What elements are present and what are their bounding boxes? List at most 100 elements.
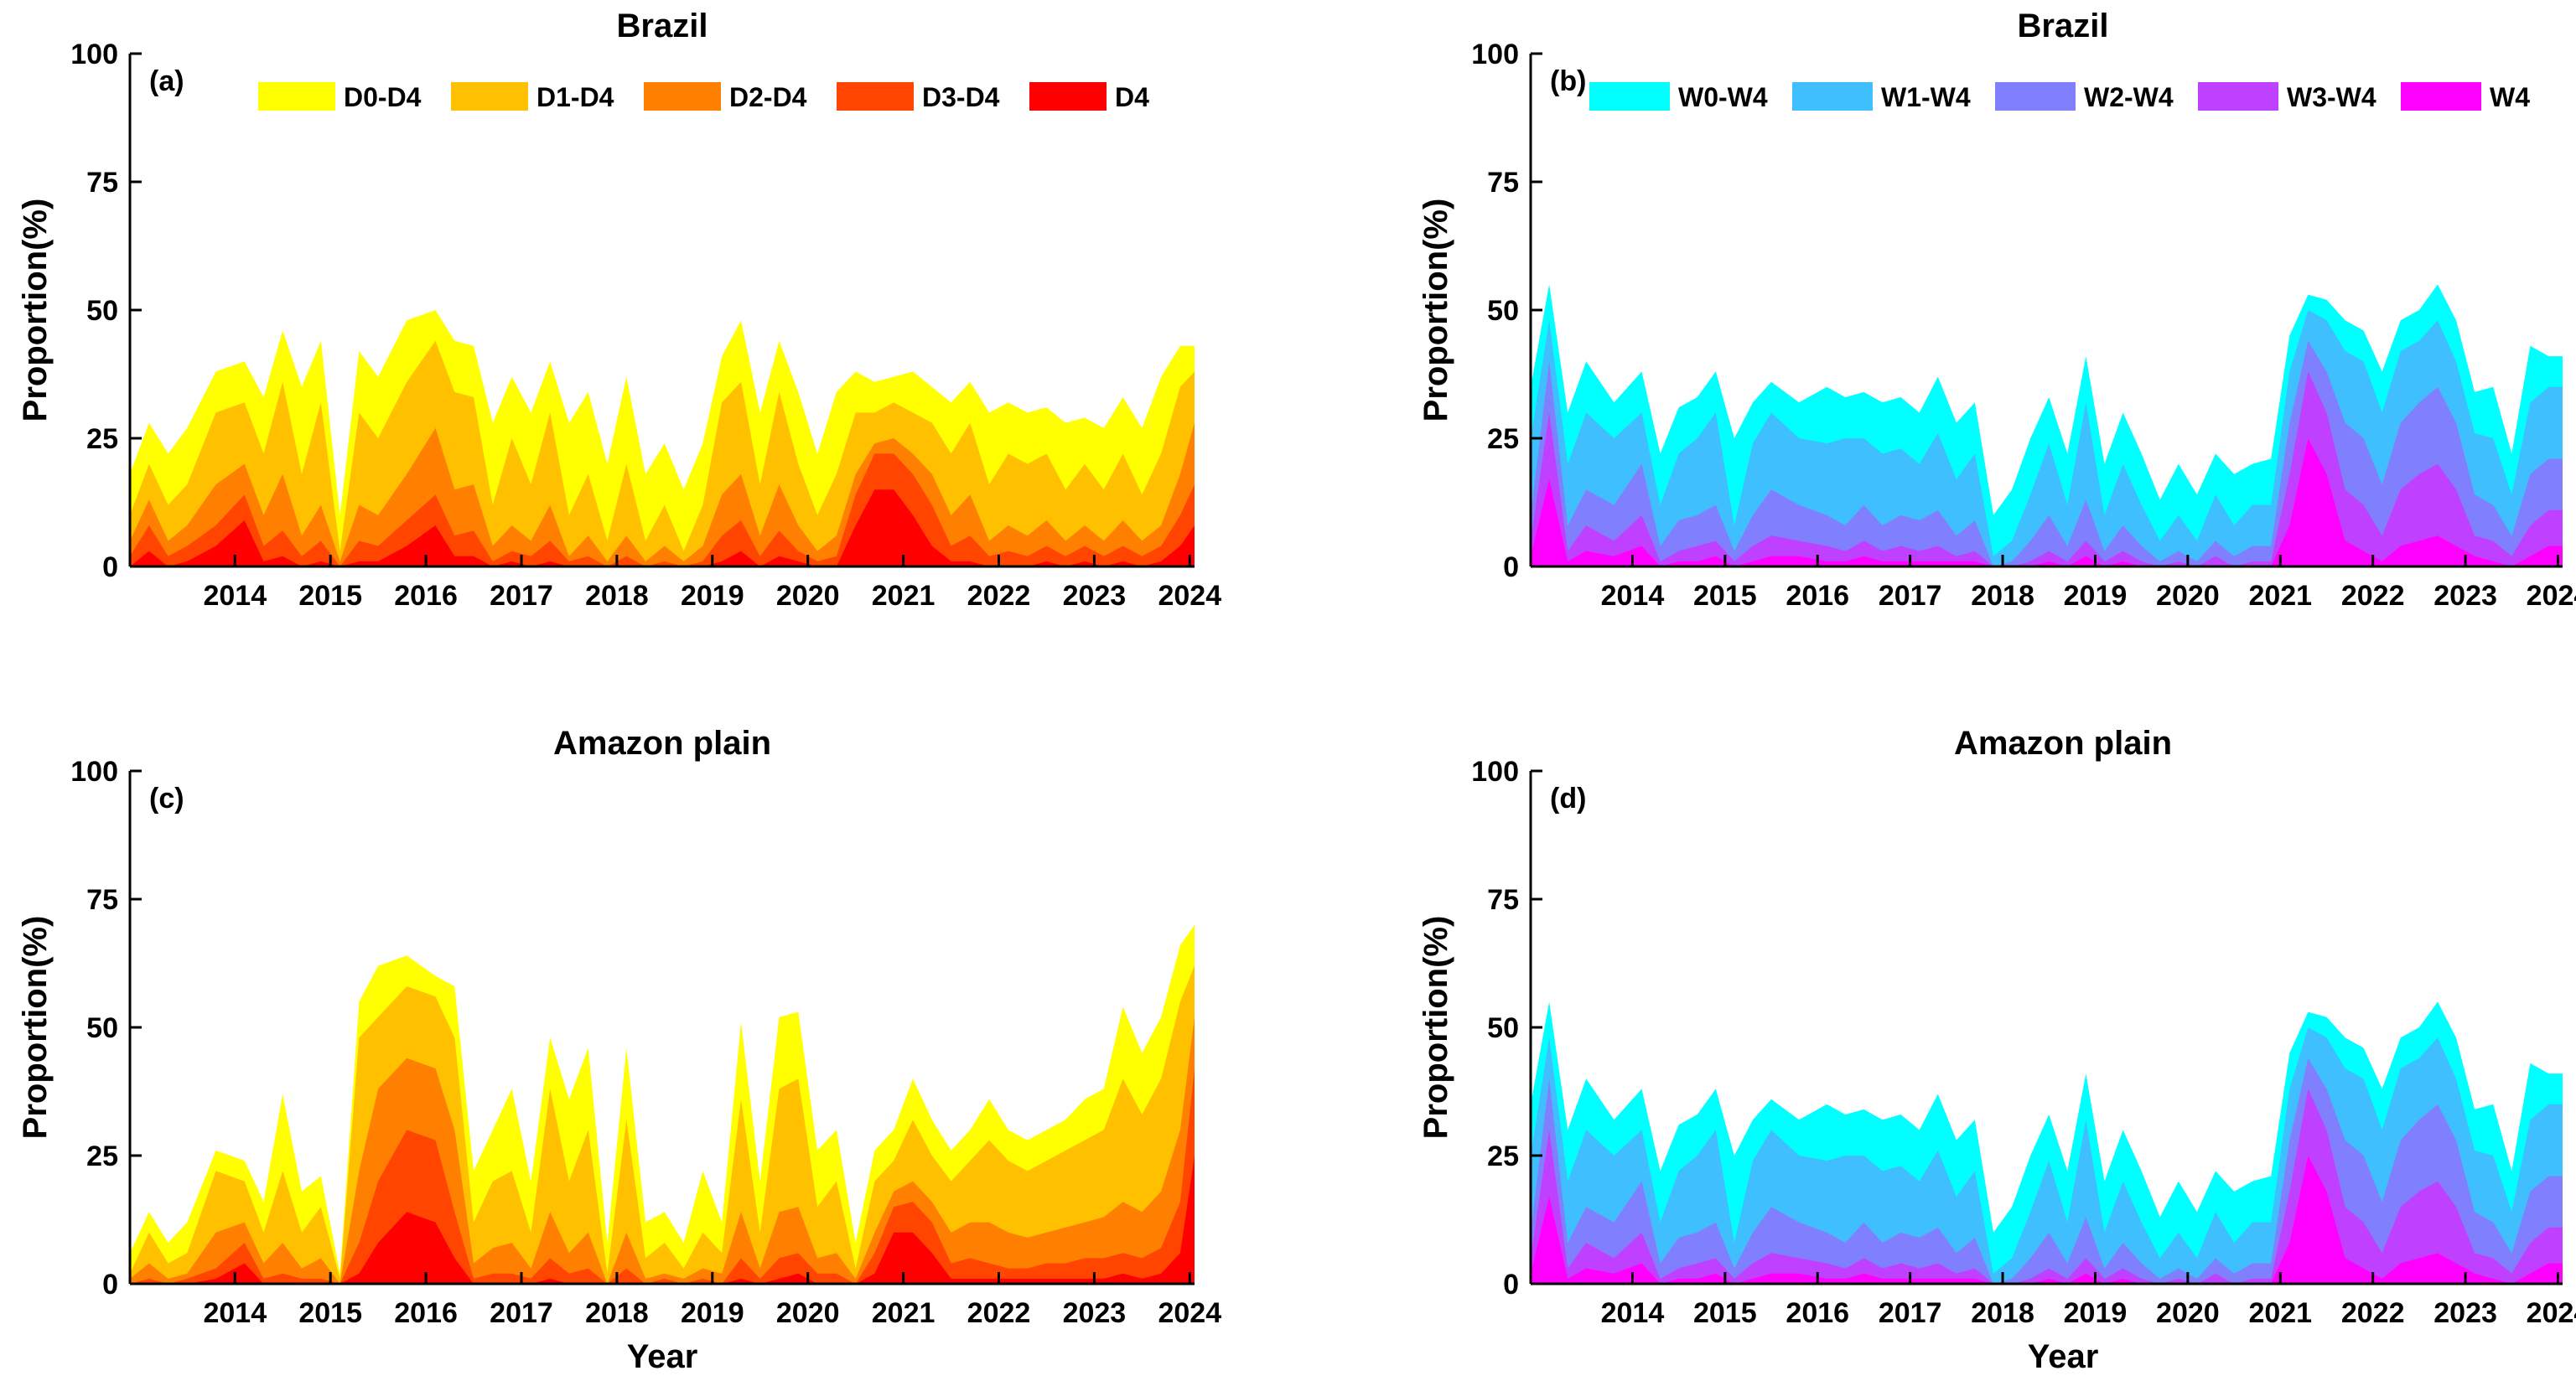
xtick-label-c-2022: 2022 [967, 1297, 1031, 1329]
ytick-label-b-0: 0 [1503, 551, 1519, 583]
legend-b-swatch-4 [2401, 82, 2481, 111]
panel-c-tag: (c) [149, 783, 184, 815]
legend-b-swatch-0 [1589, 82, 1670, 111]
legend-b-label-1: W1-W4 [1881, 82, 1971, 112]
legend-a-swatch-0 [258, 82, 335, 111]
legend-b-swatch-1 [1792, 82, 1873, 111]
ytick-label-d-75: 75 [1487, 884, 1519, 916]
panel-a-title: Brazil [617, 8, 708, 44]
legend-a-swatch-3 [837, 82, 914, 111]
ytick-label-d-50: 50 [1487, 1012, 1519, 1044]
panel-b: Brazil 0 25 50 75 100 2014 2015 2016 2017 2018 201… [1418, 8, 2576, 612]
ytick-label-a-25: 25 [86, 423, 118, 455]
panel-a: Brazil 0 25 50 75 100 2014 2015 2016 2017 2018 201… [17, 8, 1221, 612]
ytick-label-a-100: 100 [70, 39, 118, 70]
xtick-label-b-2015: 2015 [1693, 580, 1757, 612]
panel-d-tag: (d) [1550, 783, 1586, 815]
xtick-label-c-2016: 2016 [394, 1297, 458, 1329]
legend-b-label-4: W4 [2490, 82, 2530, 112]
panel-b-title: Brazil [2018, 8, 2109, 44]
area-c-d4 [130, 1156, 1195, 1284]
xtick-label-a-2024: 2024 [1158, 580, 1221, 612]
ytick-label-d-0: 0 [1503, 1269, 1519, 1301]
axis-ticks-a: 0 25 50 75 100 2014 2015 2016 2017 2018 2019 2020 20… [70, 39, 1221, 612]
area-d-w4 [1531, 1156, 2563, 1284]
xtick-label-c-2018: 2018 [585, 1297, 649, 1329]
legend-b-label-0: W0-W4 [1678, 82, 1768, 112]
legend-a-label-0: D0-D4 [344, 82, 422, 112]
panel-d-title: Amazon plain [1954, 725, 2172, 762]
xtick-label-c-2019: 2019 [681, 1297, 744, 1329]
xtick-label-d-2021: 2021 [2248, 1297, 2312, 1329]
xtick-label-d-2015: 2015 [1693, 1297, 1757, 1329]
xtick-label-b-2017: 2017 [1879, 580, 1942, 612]
panel-c-title: Amazon plain [553, 725, 771, 762]
ytick-label-a-75: 75 [86, 167, 118, 199]
panel-c-xlabel: Year [627, 1338, 698, 1375]
panel-a-ylabel: Proportion(%) [17, 199, 54, 422]
xtick-label-b-2020: 2020 [2156, 580, 2220, 612]
xtick-label-b-2021: 2021 [2248, 580, 2312, 612]
ytick-label-c-25: 25 [86, 1140, 118, 1172]
legend-a-swatch-1 [451, 82, 528, 111]
panel-c: Amazon plain 0 25 50 75 100 2014 2015 2016 2017 2… [17, 725, 1221, 1375]
xtick-label-a-2016: 2016 [394, 580, 458, 612]
xtick-label-b-2019: 2019 [2064, 580, 2128, 612]
xtick-label-d-2014: 2014 [1601, 1297, 1665, 1329]
ytick-label-b-75: 75 [1487, 167, 1519, 199]
ytick-label-b-100: 100 [1471, 39, 1519, 70]
ytick-label-d-25: 25 [1487, 1140, 1519, 1172]
xtick-label-b-2018: 2018 [1971, 580, 2034, 612]
xtick-label-c-2021: 2021 [872, 1297, 936, 1329]
legend-b-label-2: W2-W4 [2084, 82, 2174, 112]
xtick-label-a-2021: 2021 [872, 580, 936, 612]
area-a-d4 [130, 489, 1195, 566]
legend-a-label-3: D3-D4 [922, 82, 1000, 112]
xtick-label-c-2014: 2014 [203, 1297, 267, 1329]
axis-ticks-b: 0 25 50 75 100 2014 2015 2016 2017 2018 2019 2020 20… [1471, 39, 2576, 612]
panel-d: Amazon plain 0 25 50 75 100 2014 2015 2016 2017 2… [1418, 725, 2576, 1375]
xtick-label-d-2017: 2017 [1879, 1297, 1942, 1329]
legend-b: W0-W4 W1-W4 W2-W4 W3-W4 W4 [1589, 82, 2530, 112]
xtick-label-c-2020: 2020 [776, 1297, 840, 1329]
plot-area-c [130, 924, 1195, 1284]
ytick-label-b-50: 50 [1487, 295, 1519, 327]
legend-a-label-4: D4 [1115, 82, 1149, 112]
xtick-label-d-2019: 2019 [2064, 1297, 2128, 1329]
area-a-d3-d4 [130, 453, 1195, 566]
plot-area-a [130, 310, 1195, 566]
legend-b-label-3: W3-W4 [2287, 82, 2376, 112]
xtick-label-c-2015: 2015 [298, 1297, 362, 1329]
xtick-label-d-2023: 2023 [2433, 1297, 2497, 1329]
legend-a-label-1: D1-D4 [536, 82, 614, 112]
panel-d-ylabel: Proportion(%) [1418, 916, 1454, 1140]
panel-b-ylabel: Proportion(%) [1418, 199, 1454, 422]
ytick-label-a-50: 50 [86, 295, 118, 327]
xtick-label-c-2024: 2024 [1158, 1297, 1221, 1329]
legend-b-swatch-2 [1995, 82, 2076, 111]
legend-a-swatch-4 [1029, 82, 1107, 111]
xtick-label-d-2018: 2018 [1971, 1297, 2034, 1329]
xtick-label-a-2014: 2014 [203, 580, 267, 612]
xtick-label-d-2020: 2020 [2156, 1297, 2220, 1329]
legend-a-swatch-2 [644, 82, 721, 111]
xtick-label-b-2024: 2024 [2527, 580, 2576, 612]
panel-c-ylabel: Proportion(%) [17, 916, 54, 1140]
legend-b-swatch-3 [2198, 82, 2278, 111]
xtick-label-b-2014: 2014 [1601, 580, 1665, 612]
xtick-label-d-2016: 2016 [1786, 1297, 1849, 1329]
xtick-label-a-2022: 2022 [967, 580, 1031, 612]
axis-ticks-d: 0 25 50 75 100 2014 2015 2016 2017 2018 2019 2020 20… [1471, 756, 2576, 1329]
area-b-w4 [1531, 438, 2563, 566]
ytick-label-c-100: 100 [70, 756, 118, 788]
panel-d-xlabel: Year [2028, 1338, 2099, 1375]
legend-a-label-2: D2-D4 [729, 82, 807, 112]
ytick-label-c-50: 50 [86, 1012, 118, 1044]
xtick-label-d-2024: 2024 [2527, 1297, 2576, 1329]
xtick-label-b-2016: 2016 [1786, 580, 1849, 612]
ytick-label-b-25: 25 [1487, 423, 1519, 455]
xtick-label-c-2023: 2023 [1063, 1297, 1127, 1329]
xtick-label-a-2019: 2019 [681, 580, 744, 612]
panel-a-tag: (a) [149, 65, 184, 97]
